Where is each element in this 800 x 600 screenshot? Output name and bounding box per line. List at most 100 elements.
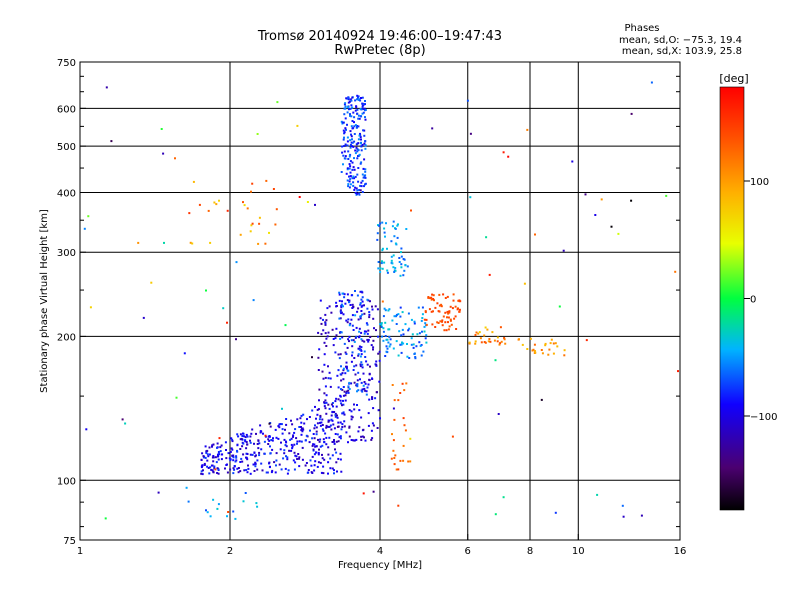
data-point (344, 127, 347, 130)
data-point (368, 372, 371, 375)
data-point (280, 468, 283, 471)
data-point (381, 249, 384, 252)
data-point (320, 333, 323, 336)
data-point (385, 345, 388, 348)
data-point (433, 299, 435, 302)
data-point (540, 349, 543, 351)
data-point (314, 203, 316, 206)
data-point (232, 459, 235, 462)
data-point (357, 167, 360, 169)
data-point (395, 315, 398, 318)
data-point (218, 453, 220, 456)
data-point (347, 183, 350, 186)
data-point (478, 331, 481, 334)
data-point (367, 329, 370, 332)
data-point (375, 363, 378, 366)
data-point (344, 102, 347, 105)
data-point (241, 460, 244, 463)
data-point (157, 491, 160, 494)
data-point (355, 384, 358, 387)
data-point (244, 440, 247, 443)
data-point (398, 257, 401, 259)
data-point (327, 377, 330, 380)
data-point (552, 342, 555, 345)
data-point (346, 136, 349, 139)
data-point (370, 344, 373, 347)
data-point (392, 347, 395, 350)
data-point (270, 471, 273, 474)
data-point (354, 314, 357, 317)
data-point (400, 351, 403, 354)
data-point (413, 352, 416, 355)
data-point (547, 353, 550, 356)
data-point (342, 369, 345, 372)
data-point (316, 408, 319, 411)
data-point (245, 447, 248, 450)
data-point (236, 444, 239, 447)
data-point (315, 417, 317, 420)
data-point (364, 118, 367, 121)
data-point (271, 439, 274, 442)
data-point (423, 330, 426, 333)
data-point (366, 386, 369, 389)
data-point (324, 407, 327, 410)
data-point (360, 185, 363, 188)
data-point (254, 461, 257, 464)
data-point (422, 350, 425, 353)
data-point (431, 127, 434, 130)
data-point (345, 392, 348, 395)
data-point (124, 422, 127, 425)
y-ticks: 75 100 200 300 400 500 600 750 (57, 58, 680, 547)
data-point (269, 445, 271, 448)
data-point (354, 109, 357, 112)
data-point (449, 305, 452, 308)
data-point (236, 450, 239, 453)
data-point (346, 140, 349, 143)
data-point (378, 350, 381, 353)
data-point (237, 471, 240, 474)
data-point (305, 462, 308, 464)
data-point (364, 103, 366, 106)
data-point (313, 469, 316, 472)
data-point (438, 293, 441, 296)
data-point (450, 323, 453, 326)
data-point (317, 438, 319, 441)
data-point (342, 163, 344, 166)
data-point (392, 254, 395, 257)
data-point (366, 323, 369, 326)
data-point (372, 317, 375, 320)
x-tick-label-2: 4 (377, 546, 383, 557)
data-point (358, 335, 361, 338)
data-point (235, 338, 237, 341)
data-point (300, 426, 302, 428)
data-point (345, 365, 348, 368)
data-point (311, 444, 314, 447)
data-point (389, 338, 392, 341)
data-point (356, 294, 359, 297)
data-point (452, 293, 455, 296)
data-point (368, 378, 371, 381)
data-point (353, 140, 356, 143)
data-point (469, 132, 472, 135)
data-point (361, 173, 364, 176)
data-point (431, 293, 434, 296)
data-point (352, 111, 355, 114)
data-point (286, 456, 289, 459)
data-point (356, 192, 359, 195)
data-point (251, 453, 254, 456)
data-point (406, 265, 409, 268)
data-point (352, 339, 355, 342)
data-point (247, 464, 249, 467)
data-point (400, 334, 403, 337)
data-point (399, 392, 402, 394)
data-point (201, 473, 204, 476)
data-point (243, 469, 246, 472)
data-point (264, 434, 267, 437)
data-point (363, 387, 366, 390)
data-point (526, 128, 529, 131)
data-point (436, 321, 439, 324)
data-point (321, 428, 324, 431)
data-point (208, 453, 211, 456)
data-point (356, 383, 359, 386)
data-point (531, 349, 534, 352)
